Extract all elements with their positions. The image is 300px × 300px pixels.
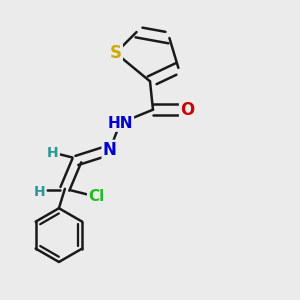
Text: O: O bbox=[180, 101, 194, 119]
Text: H: H bbox=[47, 146, 59, 160]
Text: N: N bbox=[103, 141, 117, 159]
Text: HN: HN bbox=[107, 116, 133, 130]
Text: Cl: Cl bbox=[88, 189, 104, 204]
Text: H: H bbox=[34, 185, 45, 199]
Text: S: S bbox=[110, 44, 122, 62]
